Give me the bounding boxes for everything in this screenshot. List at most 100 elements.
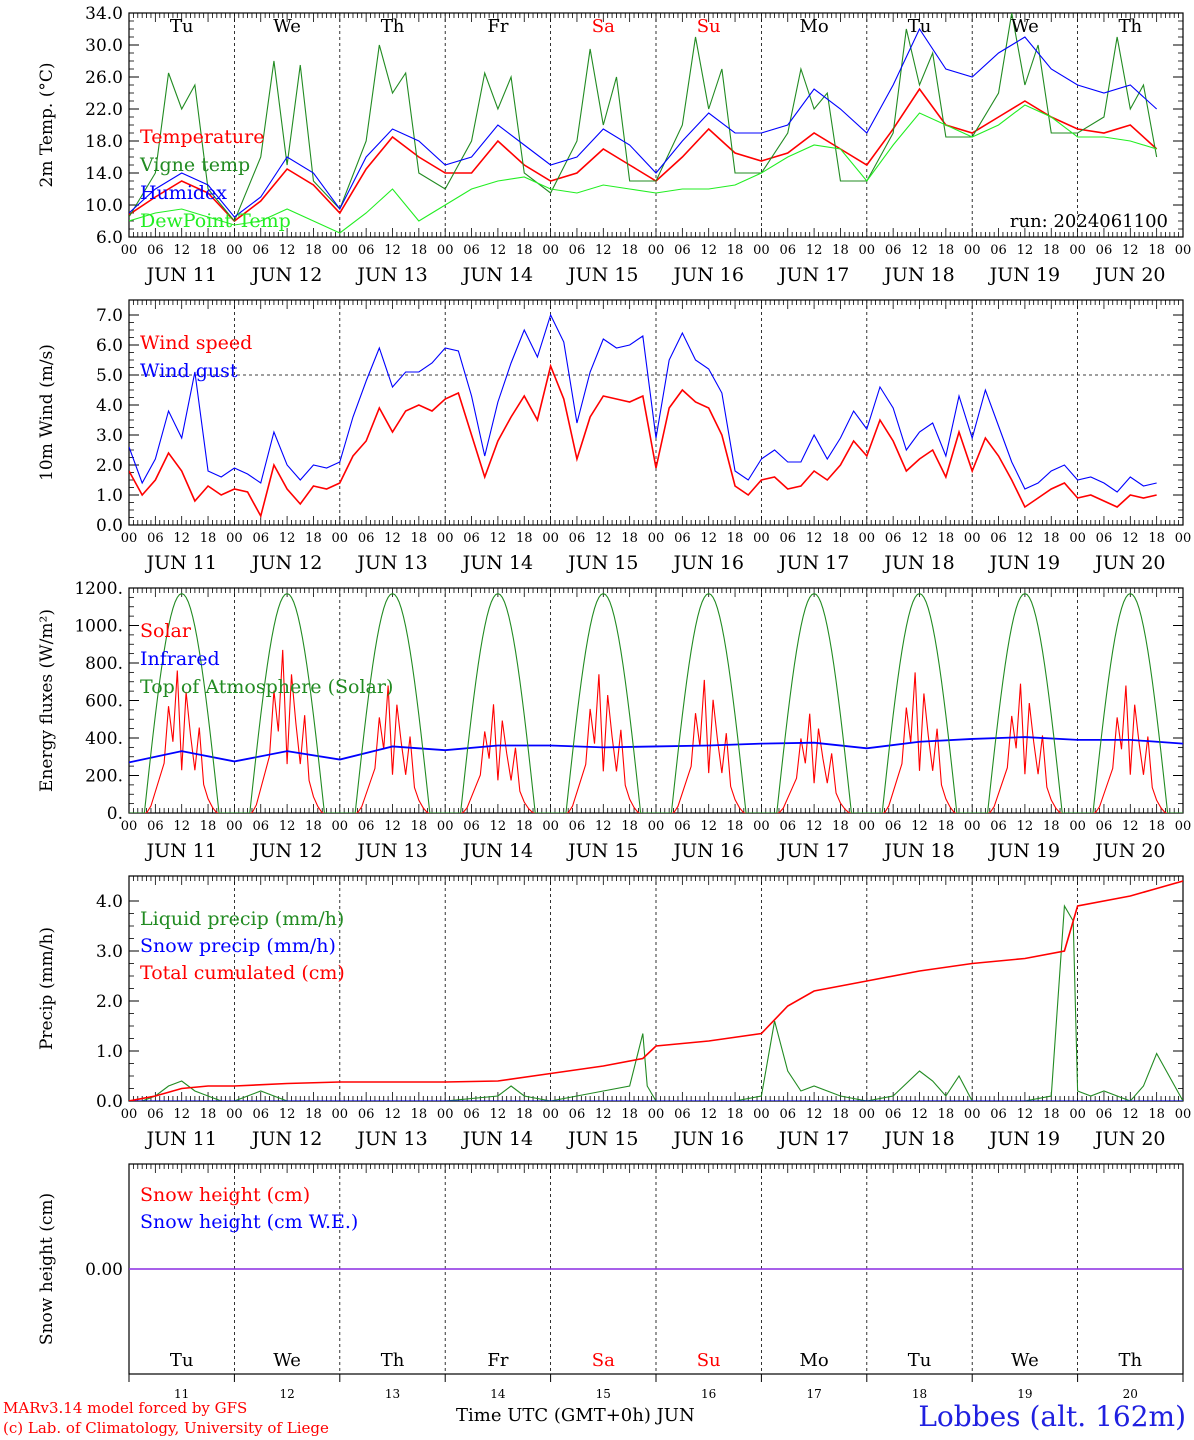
x-hour-label: 18 xyxy=(305,531,322,546)
x-hour-label: 18 xyxy=(1043,1107,1060,1122)
x-hour-label: 00 xyxy=(226,243,243,258)
x-day-label: JUN 16 xyxy=(671,552,743,574)
x-hour-label: 18 xyxy=(516,531,533,546)
y-tick-label: 18.0 xyxy=(85,132,123,152)
x-hour-label: 18 xyxy=(1148,1107,1165,1122)
x-day-label: JUN 15 xyxy=(566,840,638,862)
x-hour-label: 18 xyxy=(1043,819,1060,834)
x-hour-label: 06 xyxy=(358,243,375,258)
x-day-label: JUN 17 xyxy=(777,552,849,574)
x-day-label: JUN 19 xyxy=(988,264,1060,286)
x-hour-label: 18 xyxy=(411,819,428,834)
series-line-liquid-precip-mm-h- xyxy=(129,904,1183,1101)
x-hour-label: 18 xyxy=(832,1107,849,1122)
plot-frame xyxy=(128,587,1184,814)
x-hour-label: 00 xyxy=(1069,243,1086,258)
x-hour-label: 00 xyxy=(964,243,981,258)
x-day-label: JUN 14 xyxy=(461,840,533,862)
x-day-label: JUN 14 xyxy=(461,552,533,574)
x-hour-label: 06 xyxy=(358,531,375,546)
x-hour-label: 12 xyxy=(911,1107,928,1122)
x-hour-label: 06 xyxy=(569,1107,586,1122)
x-hour-label: 06 xyxy=(1096,1107,1113,1122)
x-hour-label: 18 xyxy=(411,531,428,546)
x-hour-label: 18 xyxy=(621,1107,638,1122)
legend-entry: Wind speed xyxy=(140,332,252,354)
x-hour-label: 06 xyxy=(674,531,691,546)
hour-ticks xyxy=(128,588,1184,813)
y-axis-title: Energy fluxes (W/m²) xyxy=(37,609,57,792)
x-day-label: JUN 18 xyxy=(882,264,954,286)
x-hour-label: 00 xyxy=(437,819,454,834)
x-hour-label: 12 xyxy=(911,819,928,834)
x-hour-label: 00 xyxy=(964,819,981,834)
x-hour-label: 18 xyxy=(516,1107,533,1122)
x-hour-label: 12 xyxy=(1122,243,1139,258)
x-hour-label: 18 xyxy=(200,819,217,834)
weekday-label: Th xyxy=(1118,16,1142,37)
weekday-label: We xyxy=(1011,1350,1039,1371)
x-hour-label: 18 xyxy=(727,531,744,546)
x-hour-label: 00 xyxy=(859,531,876,546)
x-hour-label: 00 xyxy=(542,243,559,258)
x-hour-label: 12 xyxy=(1122,819,1139,834)
x-hour-label: 00 xyxy=(964,1107,981,1122)
series-line-humidex xyxy=(129,27,1158,218)
x-hour-label: 18 xyxy=(305,819,322,834)
x-day-label: JUN 13 xyxy=(355,264,427,286)
panel-3: 0. 200. 400. 600. 800. 1000. 1200. Energy fluxe… xyxy=(37,579,1191,862)
day-number: 14 xyxy=(490,1387,506,1401)
x-hour-label: 18 xyxy=(1148,819,1165,834)
x-hour-label: 06 xyxy=(358,819,375,834)
day-number: 17 xyxy=(806,1387,821,1401)
x-hour-label: 18 xyxy=(1148,531,1165,546)
x-hour-label: 18 xyxy=(411,1107,428,1122)
series-line-top-of-atmosphere-solar- xyxy=(129,593,1183,813)
day-number: 11 xyxy=(174,1387,189,1401)
x-hour-label: 12 xyxy=(1017,1107,1034,1122)
x-hour-label: 12 xyxy=(173,1107,190,1122)
x-hour-label: 06 xyxy=(358,1107,375,1122)
x-hour-label: 12 xyxy=(700,1107,717,1122)
weekday-label: Tu xyxy=(170,16,194,37)
x-day-label: JUN 13 xyxy=(355,1128,427,1150)
y-axis-title: Precip (mm/h) xyxy=(37,927,57,1050)
x-day-label: JUN 14 xyxy=(461,264,533,286)
x-hour-label: 18 xyxy=(200,243,217,258)
x-day-label: JUN 18 xyxy=(882,552,954,574)
x-hour-label: 18 xyxy=(1148,243,1165,258)
x-day-label: JUN 20 xyxy=(1093,840,1165,862)
x-hour-label: 00 xyxy=(437,531,454,546)
x-hour-label: 00 xyxy=(648,1107,665,1122)
y-tick-label: 6.0 xyxy=(96,336,123,356)
weekday-label: Sa xyxy=(592,16,615,37)
x-hour-label: 06 xyxy=(990,1107,1007,1122)
x-hour-label: 12 xyxy=(806,531,823,546)
x-hour-label: 12 xyxy=(700,243,717,258)
x-hour-label: 00 xyxy=(332,1107,349,1122)
x-day-label: JUN 15 xyxy=(566,1128,638,1150)
x-hour-label: 18 xyxy=(938,1107,955,1122)
x-hour-label: 18 xyxy=(516,819,533,834)
x-hour-label: 12 xyxy=(1017,243,1034,258)
day-number: 15 xyxy=(596,1387,611,1401)
day-number: 12 xyxy=(279,1387,294,1401)
x-day-label: JUN 12 xyxy=(250,552,322,574)
y-axis-title: 2m Temp. (°C) xyxy=(37,62,57,187)
y-tick-label: 4.0 xyxy=(96,892,123,912)
legend-entry: Top of Atmosphere (Solar) xyxy=(140,676,393,698)
y-tick-label: 14.0 xyxy=(85,164,123,184)
x-hour-label: 00 xyxy=(437,243,454,258)
x-hour-label: 00 xyxy=(1175,531,1192,546)
x-hour-label: 06 xyxy=(674,1107,691,1122)
y-tick-label: 1200. xyxy=(74,579,123,599)
hour-ticks xyxy=(128,876,1184,1101)
x-hour-label: 00 xyxy=(121,819,138,834)
x-hour-label: 00 xyxy=(1175,819,1192,834)
x-day-label: JUN 15 xyxy=(566,552,638,574)
y-tick-label: 0.0 xyxy=(96,1092,123,1112)
legend-entry: Humidex xyxy=(140,182,227,204)
x-hour-label: 12 xyxy=(490,819,507,834)
weekday-label: We xyxy=(1011,16,1039,37)
x-hour-label: 00 xyxy=(332,531,349,546)
